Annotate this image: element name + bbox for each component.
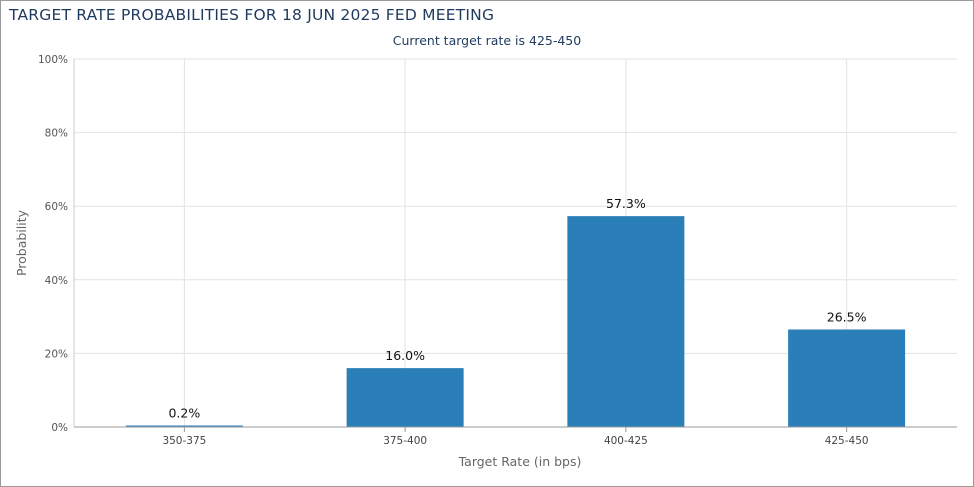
axes <box>73 59 957 432</box>
x-tick-label: 350-375 <box>162 435 206 447</box>
bar-data-label: 0.2% <box>168 406 200 421</box>
y-axis-title: Probability <box>14 209 29 276</box>
y-tick-label: 60% <box>45 201 68 213</box>
bar-data-label: 16.0% <box>385 348 425 363</box>
x-axis-title: Target Rate (in bps) <box>458 454 582 469</box>
y-tick-label: 20% <box>45 348 68 360</box>
y-tick-label: 40% <box>45 275 68 287</box>
y-tick-label: 80% <box>45 128 68 140</box>
chart-title: TARGET RATE PROBABILITIES FOR 18 JUN 202… <box>9 6 495 24</box>
bar[interactable] <box>788 329 906 427</box>
bar-data-label: 57.3% <box>606 196 646 211</box>
bar[interactable] <box>346 368 464 427</box>
x-tick-label: 425-450 <box>825 435 869 447</box>
y-tick-label: 100% <box>38 54 68 66</box>
y-tick-label: 0% <box>51 422 68 434</box>
x-tick-label: 375-400 <box>383 435 427 447</box>
bars <box>125 216 906 428</box>
bar[interactable] <box>125 425 243 428</box>
labels: 0% 20% 40% 60% 80% 100% 0.2% 350-375 16.0% 375-40… <box>38 54 869 447</box>
x-tick-label: 400-425 <box>604 435 648 447</box>
bar[interactable] <box>567 216 685 427</box>
bar-data-label: 26.5% <box>827 309 867 324</box>
chart-subtitle: Current target rate is 425-450 <box>392 33 582 48</box>
